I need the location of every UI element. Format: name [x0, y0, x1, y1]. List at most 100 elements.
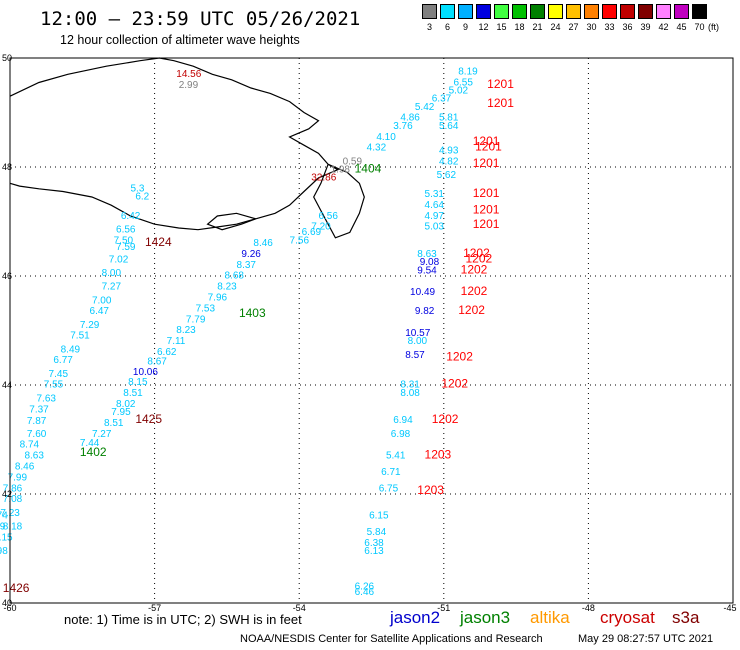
- wave-height-label: 8.23: [217, 282, 237, 293]
- coastline: [9, 57, 365, 239]
- pass-time-label: 1203: [417, 483, 444, 497]
- wave-height-label: 7.37: [29, 404, 49, 415]
- pass-time-label: 1201: [487, 96, 514, 110]
- legend-swatch: [620, 4, 635, 19]
- legend-swatch: [674, 4, 689, 19]
- wave-height-label: 6.2: [135, 192, 149, 203]
- lon-tick-label: -51: [437, 603, 450, 613]
- wave-height-label: 8.08: [400, 388, 420, 399]
- pass-time-label: 1202: [441, 377, 468, 391]
- footer-note: note: 1) Time is in UTC; 2) SWH is in fe…: [64, 612, 302, 627]
- wave-height-label: 8.00: [102, 268, 122, 279]
- lon-tick-label: -54: [293, 603, 306, 613]
- wave-height-label: 6.94: [393, 415, 413, 426]
- wave-height-label: 8.68: [224, 271, 244, 282]
- wave-height-label: 7.11: [167, 336, 186, 347]
- wave-height-label: 4.10: [376, 132, 396, 143]
- wave-height-label: 8.37: [237, 260, 257, 271]
- legend-swatch-label: 39: [640, 22, 651, 32]
- wave-height-label: 5.81: [439, 113, 459, 124]
- legend-swatch-label: 9: [462, 22, 468, 32]
- wave-height-label: 4.97: [425, 211, 445, 222]
- pass-time-label: 1201: [473, 186, 500, 200]
- peninsula-coastline: [206, 212, 257, 231]
- legend-swatch: [602, 4, 617, 19]
- wave-height-label: 5.98: [0, 546, 8, 557]
- pass-time-label: 1202: [465, 251, 492, 265]
- map-subtitle: 12 hour collection of altimeter wave hei…: [60, 33, 300, 47]
- wave-height-label: 9.54: [417, 265, 437, 276]
- wave-height-label: 7.95: [111, 407, 131, 418]
- wave-height-label: 6.69: [302, 227, 322, 238]
- pass-time-label: 1201: [473, 134, 500, 148]
- wave-height-label: 4.64: [425, 200, 445, 211]
- satellite-legend-item: jason2: [390, 608, 441, 627]
- legend-swatch-label: 3: [426, 22, 432, 32]
- wave-height-label: 8.46: [253, 238, 273, 249]
- wave-height-label: 14.56: [176, 69, 201, 80]
- wave-height-label: 5.64: [439, 121, 459, 132]
- lat-tick-label: 46: [2, 271, 12, 281]
- wave-height-label: 6.77: [53, 355, 73, 366]
- lat-tick-label: 40: [2, 598, 12, 608]
- legend-swatch-label: 6: [444, 22, 450, 32]
- wave-height-label: 6.13: [364, 546, 384, 557]
- wave-height-label: 7.44: [80, 438, 100, 449]
- wave-height-label: 7.00: [92, 295, 112, 306]
- satellite-legend-item: cryosat: [600, 608, 655, 627]
- legend-swatch-label: 27: [568, 22, 579, 32]
- wave-height-label: 5.42: [415, 102, 435, 113]
- pass-time-label: 1403: [239, 306, 266, 320]
- wave-height-label: 8.63: [24, 451, 44, 462]
- lon-tick-label: -45: [723, 603, 736, 613]
- wave-height-label: 10.06: [133, 367, 158, 378]
- pass-time-label: 1402: [80, 445, 107, 459]
- wave-height-label: 9.08: [420, 257, 440, 268]
- lon-tick-label: -57: [148, 603, 161, 613]
- legend-swatch: [638, 4, 653, 19]
- wave-height-label: 6.42: [121, 211, 141, 222]
- wave-height-label: 4.93: [439, 145, 459, 156]
- pass-time-label: 1426: [3, 581, 30, 595]
- wave-height-label: 32.86: [311, 173, 336, 184]
- wave-height-label: 7.60: [27, 429, 47, 440]
- pass-time-label: 1201: [487, 77, 514, 91]
- wave-height-label: 6.55: [453, 77, 473, 88]
- legend-swatch: [494, 4, 509, 19]
- wave-height-label: 8.51: [123, 388, 143, 399]
- map-frame: [9, 57, 734, 604]
- wave-height-label: 6.46: [355, 587, 375, 598]
- wave-height-label: 9.82: [415, 306, 435, 317]
- wave-height-label: 7.45: [49, 369, 69, 380]
- lon-tick-label: -48: [582, 603, 595, 613]
- wave-height-label: 8.74: [0, 511, 8, 522]
- legend-swatch-label: 36: [622, 22, 633, 32]
- legend-swatch: [566, 4, 581, 19]
- wave-height-label: 6.75: [379, 483, 399, 494]
- newfoundland-coastline: [9, 57, 340, 231]
- pass-time-label: 1404: [355, 161, 382, 175]
- peninsula-coastline: [313, 163, 365, 239]
- map-title: 12:00 – 23:59 UTC 05/26/2021: [40, 8, 361, 30]
- wave-height-label: 7.55: [44, 380, 64, 391]
- legend-swatch-label: 12: [478, 22, 489, 32]
- satellite-legend-item: altika: [530, 608, 570, 627]
- legend-swatch: [512, 4, 527, 19]
- wave-height-label: 8.15: [128, 377, 148, 388]
- lat-tick-label: 48: [2, 162, 12, 172]
- legend-swatch-label: 30: [586, 22, 597, 32]
- wave-height-label: 10.49: [410, 287, 435, 298]
- wave-height-label: 4.86: [400, 113, 420, 124]
- wave-height-label: 6.98: [391, 429, 411, 440]
- legend-swatch: [458, 4, 473, 19]
- wave-height-labels: 8.196.555.026.375.424.863.764.104.32 5.81…: [0, 66, 478, 597]
- legend-swatch-label: 21: [532, 22, 543, 32]
- wave-height-label: 7.27: [92, 429, 112, 440]
- wave-height-label: 7.56: [290, 235, 310, 246]
- wave-height-label: 7.51: [70, 331, 90, 342]
- legend-swatch-label: 15: [496, 22, 507, 32]
- wave-height-label: 7.87: [27, 416, 47, 427]
- wave-height-label: 6.56: [318, 211, 338, 222]
- pass-time-label: 1202: [461, 262, 488, 276]
